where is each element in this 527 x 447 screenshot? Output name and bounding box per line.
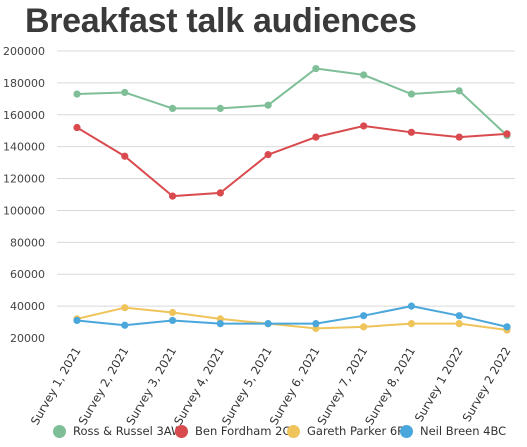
legend-label: Ross & Russel 3AW — [73, 424, 183, 438]
x-tick-label: Survey 6, 2021 — [267, 345, 323, 428]
series-line — [76, 124, 508, 198]
legend: Ross & Russel 3AW Ben Fordham 2GB Gareth P… — [0, 424, 527, 444]
data-point — [121, 152, 129, 160]
legend-item: Ross & Russel 3AW — [53, 424, 182, 438]
y-tick-label: 140000 — [3, 141, 45, 154]
legend-label: Gareth Parker 6PR — [307, 424, 413, 438]
legend-item: Ben Fordham 2GB — [175, 424, 299, 438]
data-point — [168, 316, 177, 325]
x-tick-label: Survey 3, 2021 — [123, 345, 179, 428]
y-tick-label: 40000 — [10, 300, 45, 313]
series-line — [76, 67, 508, 137]
y-tick-label: 160000 — [3, 109, 45, 122]
data-point — [264, 320, 272, 328]
data-point — [503, 130, 511, 138]
x-tick-label: Survey 4, 2021 — [171, 345, 227, 428]
legend-swatch — [175, 424, 188, 438]
series-2 — [73, 304, 511, 334]
data-point — [455, 87, 463, 95]
series-0 — [73, 64, 511, 140]
data-point — [312, 64, 320, 73]
data-point — [264, 101, 272, 109]
y-tick-label: 80000 — [10, 236, 45, 249]
data-point — [407, 320, 416, 328]
legend-swatch — [400, 424, 413, 438]
series-layer — [73, 64, 511, 334]
legend-item: Neil Breen 4BC — [400, 424, 506, 438]
y-tick-label: 120000 — [3, 173, 45, 186]
legend-swatch — [53, 424, 66, 438]
x-tick-label: Survey 8, 2021 — [362, 345, 418, 428]
legend-item: Gareth Parker 6PR — [287, 424, 412, 438]
data-point — [360, 71, 368, 79]
data-point — [216, 320, 224, 328]
series-line — [76, 306, 508, 332]
y-tick-label: 20000 — [10, 332, 45, 345]
data-point — [73, 123, 81, 132]
data-point — [121, 321, 129, 329]
data-point — [455, 320, 463, 328]
data-point — [455, 312, 463, 320]
data-point — [407, 90, 416, 98]
data-point — [73, 90, 81, 98]
data-point — [360, 122, 368, 130]
data-point — [216, 189, 224, 197]
data-point — [455, 133, 463, 141]
x-tick-label: Survey 1 2022 — [412, 345, 466, 425]
y-axis-ticks: 20000 40000 60000 80000 100000 120000 140000 16… — [3, 45, 45, 345]
data-point — [360, 312, 368, 320]
x-tick-label: Survey 5, 2021 — [219, 345, 275, 428]
data-point — [121, 304, 129, 312]
data-point — [360, 323, 368, 331]
data-point — [168, 308, 177, 317]
series-1 — [73, 122, 511, 200]
legend-label: Neil Breen 4BC — [420, 424, 507, 438]
chart-title: Breakfast talk audiences — [25, 2, 417, 40]
data-point — [168, 104, 177, 112]
grid-layer — [57, 50, 515, 307]
data-point — [121, 88, 129, 97]
x-tick-label: Survey 2, 2021 — [75, 345, 131, 428]
x-tick-label: Survey 7, 2021 — [314, 345, 370, 428]
y-tick-label: 100000 — [3, 204, 45, 217]
data-point — [216, 104, 224, 112]
y-tick-label: 200000 — [3, 45, 45, 58]
data-point — [73, 316, 81, 325]
data-point — [503, 323, 511, 331]
data-point — [264, 151, 272, 159]
legend-swatch — [287, 424, 300, 438]
data-point — [407, 128, 416, 136]
y-tick-label: 180000 — [3, 77, 45, 90]
series-3 — [73, 302, 511, 331]
series-line — [76, 305, 508, 328]
data-point — [312, 320, 320, 328]
x-tick-label: Survey 1, 2021 — [28, 345, 84, 428]
data-point — [407, 302, 416, 310]
data-point — [312, 133, 320, 141]
legend-label: Ben Fordham 2GB — [195, 424, 300, 438]
y-tick-label: 60000 — [10, 268, 45, 281]
x-tick-label: Survey 2 2022 — [460, 345, 514, 425]
data-point — [168, 192, 177, 200]
